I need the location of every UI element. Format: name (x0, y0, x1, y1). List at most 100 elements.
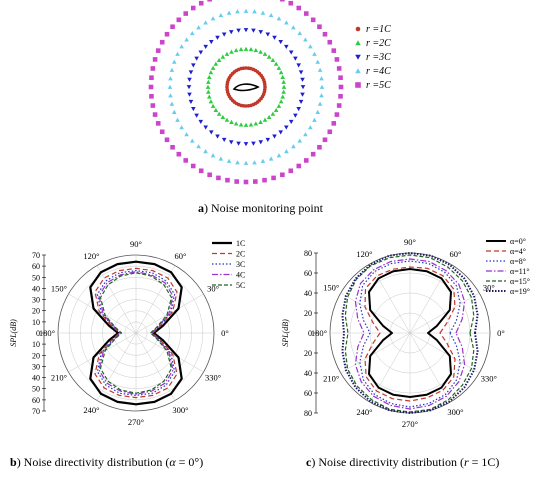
monitoring-point-r3 (236, 28, 241, 33)
radial-axis-title: SPL(dB) (281, 319, 290, 347)
radial-tick-label: 20 (304, 309, 312, 318)
monitoring-point-r5 (317, 24, 322, 30)
monitoring-point-r3 (221, 137, 227, 142)
monitoring-point-r5 (296, 5, 302, 11)
monitoring-point-r4 (268, 156, 274, 161)
polar-spoke (135, 293, 204, 334)
monitoring-point-r2 (270, 57, 276, 62)
radial-tick-label: 40 (304, 289, 312, 298)
radial-tick-label: 40 (32, 284, 40, 293)
monitoring-point-r4 (179, 125, 184, 130)
angle-tick-label: 120° (83, 251, 99, 261)
monitoring-point-r3 (300, 92, 305, 97)
monitoring-point-r4 (319, 84, 325, 89)
angle-tick-label: 90° (130, 239, 142, 249)
monitoring-point-r5 (327, 129, 333, 135)
monitoring-point-r5 (288, 0, 294, 6)
monitoring-point-r3 (188, 70, 194, 75)
monitoring-point-r3 (187, 77, 192, 82)
monitoring-point-r4 (226, 158, 232, 163)
legend-label-2: α=4° (510, 247, 526, 256)
series-line-3 (96, 270, 176, 396)
series-line-2 (94, 267, 178, 399)
angle-tick-label: 30° (207, 284, 219, 294)
monitoring-point-r4 (297, 138, 303, 143)
monitoring-point-r4 (315, 109, 321, 114)
radial-tick-label: 80 (304, 249, 312, 258)
monitoring-point-r2 (270, 111, 276, 116)
monitoring-point-r2 (262, 51, 268, 56)
monitoring-point-r2 (258, 49, 263, 54)
monitoring-point-r5 (334, 57, 340, 62)
monitoring-point-r3 (228, 30, 234, 35)
polar-spoke (409, 292, 480, 334)
monitoring-point-r3 (298, 70, 304, 75)
legend-label-4: α=11° (510, 267, 530, 276)
monitoring-point-r3 (194, 56, 199, 61)
monitoring-point-r5 (331, 121, 337, 126)
caption-b-tail: = 0°) (176, 455, 204, 469)
monitoring-point-r3 (300, 85, 306, 90)
monitoring-point-r3 (300, 77, 305, 82)
monitoring-point-r2 (210, 103, 216, 108)
radial-tick-label: 50 (32, 273, 40, 282)
polar-spoke (409, 332, 480, 374)
monitoring-point-r5 (148, 84, 154, 90)
monitoring-point-r2 (253, 121, 259, 126)
monitoring-point-r5 (207, 172, 212, 178)
monitoring-point-r2 (262, 117, 268, 122)
caption-c: c) Noise directivity distribution (r = 1… (306, 455, 499, 469)
monitoring-point-r5 (338, 94, 343, 99)
monitoring-point-r5 (303, 158, 309, 163)
polar-spoke (135, 265, 176, 334)
radial-tick-label: 10 (32, 318, 40, 327)
radial-tick-label: 0 (36, 329, 40, 338)
monitoring-point-r4 (169, 67, 175, 72)
radial-tick-label: 30 (32, 362, 40, 371)
polar-grid (57, 254, 215, 412)
monitoring-point-r3 (194, 113, 199, 118)
legend-a-label-1: r =1C (366, 24, 391, 35)
monitoring-point-r3 (265, 137, 271, 142)
monitoring-point-r3 (243, 142, 249, 147)
monitoring-point-r3 (215, 134, 220, 139)
monitoring-point-r4 (175, 117, 180, 122)
polar-spoke (135, 332, 176, 401)
angle-tick-label: 90° (404, 237, 416, 247)
monitoring-point-r3 (191, 63, 196, 68)
monitoring-point-r2 (208, 70, 214, 75)
radial-tick-label: 60 (304, 269, 312, 278)
monitoring-point-r3 (258, 30, 264, 35)
monitoring-point-r4 (235, 9, 240, 14)
chart-legend: α=0°α=4°α=8°α=11°α=15°α=19° (486, 237, 530, 296)
radial-tick-label: 20 (304, 349, 312, 358)
legend-label-3: α=8° (510, 257, 526, 266)
monitoring-point-r4 (203, 149, 208, 154)
monitoring-point-r4 (276, 16, 282, 21)
monitoring-point-r4 (291, 25, 296, 30)
monitoring-point-r2 (210, 65, 216, 70)
monitoring-point-r2 (276, 65, 282, 70)
monitoring-point-r2 (258, 119, 263, 124)
monitoring-point-r4 (252, 9, 257, 14)
monitoring-point-r3 (251, 141, 256, 146)
monitoring-point-r2 (233, 47, 239, 53)
monitoring-point-r4 (308, 125, 313, 130)
monitoring-point-r3 (265, 32, 271, 37)
monitoring-point-r4 (218, 156, 224, 161)
panel-a-monitoring-points: r =1C r =2C r =3C r =4C r =5C (148, 0, 391, 185)
legend-label-2: 2C (236, 250, 245, 259)
monitoring-point-r4 (203, 20, 208, 25)
monitoring-point-r5 (150, 66, 156, 71)
polar-spoke (68, 293, 137, 334)
monitoring-point-r4 (168, 76, 173, 81)
angle-tick-label: 330° (481, 374, 497, 384)
monitoring-point-r2 (220, 54, 226, 59)
monitoring-point-r3 (251, 28, 256, 33)
monitoring-point-r4 (167, 84, 173, 89)
legend-a-marker-1 (355, 26, 361, 32)
monitoring-point-r4 (303, 132, 308, 137)
monitoring-point-r1 (263, 87, 267, 92)
monitoring-point-r5 (225, 177, 230, 183)
